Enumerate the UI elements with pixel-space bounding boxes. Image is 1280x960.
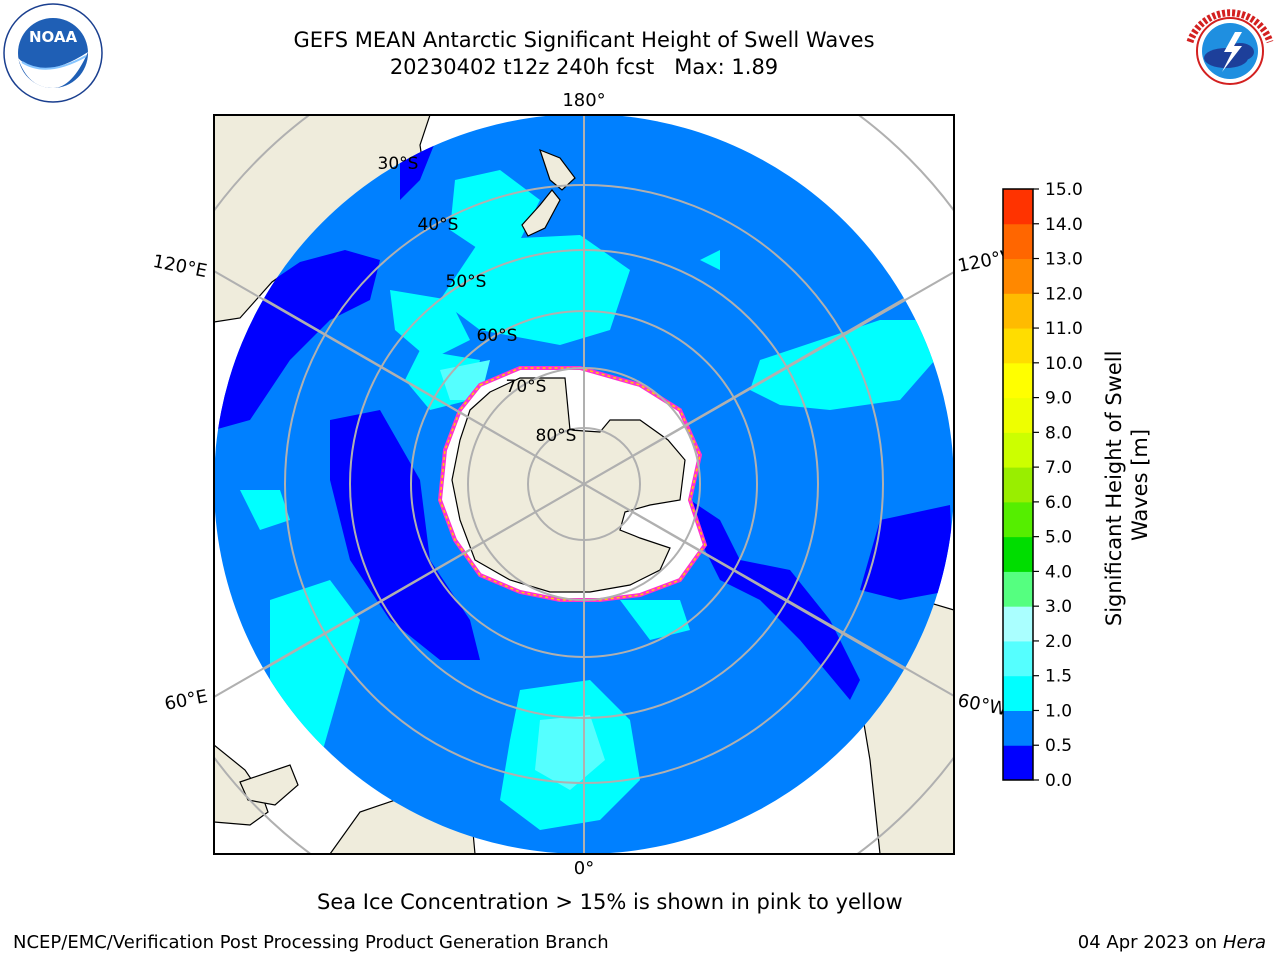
lat-label-50s: 50°S (446, 272, 487, 292)
sea-ice-caption: Sea Ice Concentration > 15% is shown in … (317, 890, 903, 914)
colorbar-tick-label: 9.0 (1045, 389, 1072, 409)
colorbar-segment (1003, 362, 1033, 399)
colorbar-segments (1003, 189, 1033, 781)
colorbar-tick-label: 15.0 (1045, 180, 1083, 200)
colorbar-tick-label: 5.0 (1045, 528, 1072, 548)
colorbar-segment (1003, 467, 1033, 503)
colorbar-ticks: 0.0 0.5 1.0 1.5 2.0 3.0 4.0 5.0 6.0 7.0 8.0 9.0 10.0… (1033, 180, 1083, 791)
colorbar-tick-label: 14.0 (1045, 215, 1083, 235)
chart-title: GEFS MEAN Antarctic Significant Height o… (293, 28, 875, 52)
colorbar-tick-label: 1.5 (1045, 667, 1072, 687)
lat-label-70s: 70°S (506, 377, 547, 397)
colorbar-segment (1003, 606, 1033, 642)
colorbar-segment (1003, 675, 1033, 711)
colorbar-segment (1003, 397, 1033, 433)
colorbar-tick-label: 2.0 (1045, 632, 1072, 652)
australia-nz (521, 148, 576, 237)
low-swell-areas (214, 120, 954, 700)
colorbar-tick-label: 12.0 (1045, 284, 1083, 304)
colorbar-tick-label: 0.5 (1045, 736, 1072, 756)
colorbar-tick-label: 11.0 (1045, 319, 1083, 339)
colorbar-tick-label: 6.0 (1045, 493, 1072, 513)
colorbar-tick-label: 0.0 (1045, 771, 1072, 791)
colorbar-tick-label: 10.0 (1045, 354, 1083, 374)
lon-label-bottom: 0° (574, 858, 594, 879)
colorbar-tick-label: 13.0 (1045, 250, 1083, 270)
national-weather-service-logo-icon (1184, 5, 1276, 97)
map-frame (213, 114, 955, 855)
lat-label-60s: 60°S (477, 326, 518, 346)
svg-text:NOAA: NOAA (29, 28, 78, 46)
colorbar-segment (1003, 745, 1033, 781)
colorbar-segment (1003, 536, 1033, 572)
colorbar-segment (1003, 189, 1033, 225)
colorbar-segment (1003, 432, 1033, 468)
footer-date-text: 04 Apr 2023 on (1077, 932, 1223, 953)
footer-host: Hera (1222, 932, 1266, 953)
colorbar-segment (1003, 223, 1033, 260)
lon-label-top: 180° (562, 90, 605, 111)
colorbar-segment (1003, 640, 1033, 677)
colorbar-segment (1003, 328, 1033, 364)
colorbar-segment (1003, 293, 1033, 329)
colorbar-tick-label: 4.0 (1045, 562, 1072, 582)
colorbar-segment (1003, 258, 1033, 294)
colorbar-tick-label: 3.0 (1045, 597, 1072, 617)
outer-grid (214, 115, 954, 854)
colorbar-tick-label: 7.0 (1045, 458, 1072, 478)
colorbar-segment (1003, 710, 1033, 746)
colorbar-tick-label: 1.0 (1045, 701, 1072, 721)
footer-date: 04 Apr 2023 on Hera (1078, 932, 1266, 953)
footer-credit: NCEP/EMC/Verification Post Processing Pr… (13, 932, 609, 953)
colorbar-label: Significant Height of Swell Waves [m] (1102, 344, 1152, 626)
colorbar-segment (1003, 571, 1033, 607)
chart-subtitle: 20230402 t12z 240h fcst Max: 1.89 (389, 55, 779, 79)
colorbar-frame (1002, 188, 1034, 781)
colorbar-tick-label: 8.0 (1045, 423, 1072, 443)
colorbar-segment (1003, 501, 1033, 538)
lat-label-30s: 30°S (378, 154, 419, 174)
noaa-logo-icon: NOAA (3, 3, 103, 103)
lat-label-80s: 80°S (536, 426, 577, 446)
lat-label-40s: 40°S (418, 215, 459, 235)
